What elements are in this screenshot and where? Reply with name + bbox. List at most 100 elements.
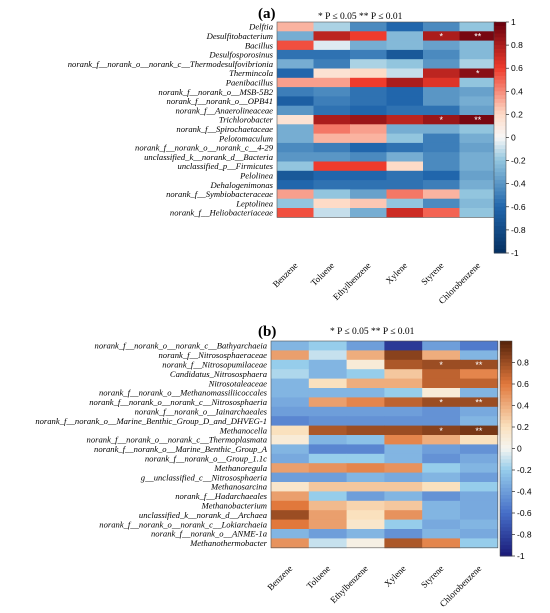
heatmap-cell — [346, 425, 385, 436]
heatmap-cell — [346, 463, 385, 473]
heatmap-cell — [350, 49, 387, 60]
colorbar-tick-label: 0.2 — [517, 422, 529, 432]
heatmap-cell — [460, 510, 499, 520]
heatmap-cell — [308, 341, 347, 351]
heatmap-cell — [277, 31, 314, 41]
row-label: Bacillus — [245, 40, 274, 50]
colorbar-segment — [500, 455, 512, 460]
heatmap-cell — [308, 463, 347, 473]
heatmap-cell — [423, 49, 460, 60]
heatmap-cell — [271, 350, 310, 361]
colorbar-segment — [494, 206, 506, 212]
heatmap-cell — [271, 482, 310, 492]
row-label: norank_f__norank_o__OPB41 — [167, 96, 273, 106]
heatmap-cell — [386, 124, 424, 134]
colorbar-tick-label: -0.6 — [511, 202, 526, 212]
heatmap-cell — [386, 161, 424, 172]
heatmap-cell — [346, 369, 385, 379]
colorbar-tick-label: -0.6 — [517, 508, 532, 518]
heatmap-cell — [308, 491, 347, 502]
heatmap-cell — [271, 359, 310, 370]
heatmap-cell — [459, 49, 497, 60]
heatmap-cell — [277, 77, 314, 88]
colorbar-segment — [500, 401, 512, 406]
heatmap-cell — [277, 208, 314, 218]
row-label: Methanoregula — [213, 463, 267, 473]
row-label: norank_f__norank_o__norank_c__4-29 — [135, 143, 274, 153]
heatmap-cell — [346, 435, 385, 445]
heatmap-cell — [460, 397, 499, 408]
heatmap-cell — [384, 397, 423, 408]
heatmap-cell — [308, 482, 347, 492]
heatmap-cell — [384, 341, 423, 351]
heatmap-cell — [459, 189, 497, 200]
colorbar-segment — [500, 369, 512, 374]
heatmap-cell — [460, 444, 499, 455]
colorbar-segment — [500, 448, 512, 453]
significance-star: * — [439, 360, 443, 370]
significance-star: ** — [474, 115, 482, 125]
column-label: Styrene — [419, 260, 446, 287]
heatmap-cell — [384, 378, 423, 389]
heatmap-cell — [384, 369, 423, 379]
row-label: Methanobacterium — [201, 501, 267, 511]
significance-star: ** — [475, 398, 483, 408]
significance-star: * — [439, 426, 443, 436]
colorbar-tick-label: 0 — [517, 444, 522, 454]
colorbar-segment — [500, 509, 512, 514]
heatmap-cell — [459, 59, 497, 69]
heatmap-cell — [308, 416, 347, 426]
colorbar-segment — [494, 145, 506, 150]
significance-star: * — [439, 398, 443, 408]
heatmap-cell — [384, 435, 423, 445]
heatmap-cell — [308, 397, 347, 408]
colorbar-segment — [494, 133, 506, 138]
significance-note: * P ≤ 0.05 ** P ≤ 0.01 — [318, 12, 403, 22]
heatmap-cell — [346, 529, 385, 539]
heatmap-cell — [459, 152, 497, 162]
heatmap-cell — [313, 22, 351, 32]
panel-label: (b) — [258, 324, 276, 340]
heatmap-cell — [459, 77, 497, 88]
heatmap-cell — [346, 444, 385, 455]
colorbar-segment — [494, 222, 506, 227]
heatmap-cell — [277, 96, 314, 107]
heatmap-cell — [386, 180, 424, 190]
row-label: norank_f__Spirochaetaceae — [176, 124, 273, 134]
row-label: norank_f__norank_o__norank_c__Nitrososph… — [89, 397, 267, 407]
heatmap-cell — [308, 519, 347, 530]
colorbar-tick-label: -0.2 — [511, 156, 526, 166]
heatmap-cell — [386, 170, 424, 181]
heatmap-cell — [313, 198, 351, 209]
heatmap-cell — [460, 500, 499, 511]
heatmap-cell — [277, 115, 314, 125]
heatmap-cell — [384, 416, 423, 426]
heatmap-cell — [460, 388, 499, 398]
heatmap-cell — [384, 453, 423, 464]
colorbar-segment — [494, 68, 506, 73]
colorbar-segment — [494, 122, 506, 127]
heatmap-cell — [460, 453, 499, 464]
colorbar-segment — [500, 409, 512, 414]
heatmap-cell — [423, 208, 460, 218]
heatmap-cell — [313, 87, 351, 97]
colorbar-tick-label: 0.4 — [511, 86, 523, 96]
heatmap-panel-b: (b) * P ≤ 0.05 ** P ≤ 0.01* *** *** **norank… — [35, 324, 532, 609]
heatmap-cell — [350, 22, 387, 32]
colorbar-segment — [494, 199, 506, 204]
colorbar-segment — [494, 137, 506, 142]
heatmap-cell — [308, 453, 347, 464]
heatmap-cell — [346, 378, 385, 389]
colorbar-segment — [494, 160, 506, 165]
heatmap-cell — [277, 170, 314, 181]
heatmap-cell — [459, 40, 497, 51]
heatmap-cell — [313, 115, 351, 125]
heatmap-cell — [386, 133, 424, 144]
heatmap-cell — [313, 142, 351, 153]
colorbar-tick-label: -0.4 — [511, 179, 526, 189]
heatmap-cell — [423, 189, 460, 200]
heatmap-cell — [459, 124, 497, 134]
heatmap-cell — [271, 472, 310, 483]
heatmap-cell — [271, 406, 310, 417]
